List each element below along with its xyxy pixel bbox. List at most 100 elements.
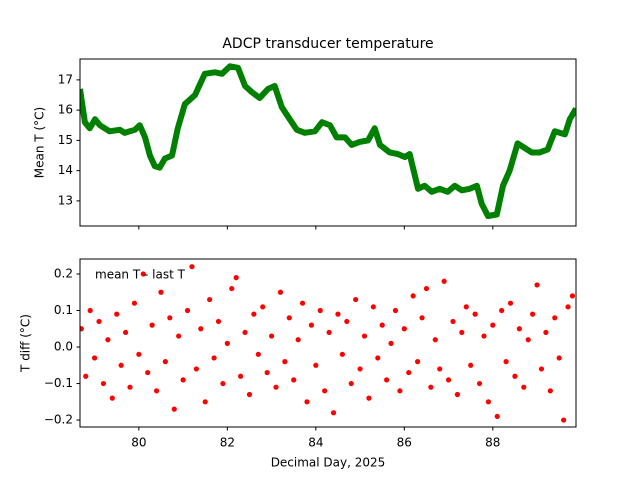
diff-point — [344, 318, 350, 325]
y-axis-label: Mean T (°C) — [33, 107, 47, 178]
diff-point — [140, 271, 146, 277]
diff-point — [468, 362, 474, 368]
diff-point — [114, 311, 120, 317]
x-tick-label: 88 — [485, 436, 500, 450]
diff-point — [459, 329, 465, 336]
diff-point — [153, 388, 160, 394]
diff-point — [198, 326, 204, 332]
diff-point — [565, 304, 571, 310]
diff-point — [273, 384, 279, 390]
diff-point — [136, 351, 142, 357]
diff-point — [423, 285, 430, 292]
diff-point — [569, 293, 576, 299]
y-axis-label: T diff (°C) — [19, 314, 33, 373]
diff-point — [105, 337, 111, 343]
diff-point — [441, 278, 447, 284]
diff-point — [87, 307, 93, 314]
diff-point — [282, 359, 288, 365]
diff-point — [401, 326, 407, 332]
diff-point — [552, 315, 558, 321]
diff-point — [215, 318, 222, 325]
diff-point — [379, 322, 385, 328]
diff-point — [92, 355, 98, 361]
diff-point — [392, 307, 399, 314]
x-axis-label: Decimal Day, 2025 — [271, 456, 386, 470]
diff-point — [304, 399, 310, 405]
diff-point — [313, 362, 319, 368]
diff-point — [207, 296, 213, 303]
diff-point — [335, 311, 341, 317]
diff-point — [472, 311, 478, 317]
diff-point — [202, 399, 208, 405]
diff-point — [410, 293, 416, 299]
diff-point — [326, 329, 332, 336]
diff-point — [339, 351, 345, 357]
y-tick-label: 14 — [58, 163, 73, 177]
diff-point — [229, 285, 235, 292]
diff-point — [330, 410, 337, 416]
diff-point — [516, 326, 522, 332]
y-tick-label: 0.1 — [54, 303, 73, 317]
diff-point — [100, 380, 107, 387]
x-tick-label: 86 — [397, 436, 412, 450]
diff-point — [171, 406, 177, 412]
diff-point — [454, 391, 461, 398]
chart-title: ADCP transducer temperature — [222, 36, 433, 52]
diff-point — [384, 377, 390, 383]
diff-point — [503, 359, 509, 365]
diff-point — [556, 355, 562, 361]
y-tick-label: 15 — [58, 133, 73, 147]
diff-point — [538, 366, 545, 372]
diff-point — [260, 304, 266, 310]
x-tick-label: 84 — [308, 436, 323, 450]
diff-point — [193, 366, 199, 372]
annotation: mean T - last T — [95, 268, 186, 282]
diff-point — [238, 373, 244, 379]
diff-point — [561, 417, 567, 423]
y-tick-label: −0.2 — [44, 413, 73, 427]
diff-point — [463, 304, 469, 310]
diff-point — [370, 304, 376, 310]
diff-point — [184, 307, 191, 314]
diff-point — [158, 289, 164, 295]
diff-point — [530, 311, 536, 317]
diff-point — [547, 388, 553, 394]
diff-point — [353, 296, 359, 303]
diff-point — [162, 359, 168, 365]
diff-point — [242, 329, 248, 336]
diff-point — [277, 289, 284, 295]
diff-point — [299, 300, 306, 306]
diff-point — [414, 359, 421, 365]
diff-point — [224, 340, 230, 346]
diff-point — [481, 333, 487, 339]
diff-point — [180, 377, 186, 383]
y-tick-label: 0.2 — [54, 266, 73, 280]
diff-point — [122, 329, 129, 336]
diff-point — [167, 315, 173, 321]
diff-point — [127, 384, 133, 390]
diff-point — [308, 322, 315, 328]
diff-point — [476, 380, 483, 387]
diff-point — [406, 369, 412, 376]
diff-point — [361, 333, 368, 339]
diff-point — [534, 282, 540, 288]
diff-point — [494, 413, 500, 420]
axes-frame — [79, 58, 577, 227]
diff-point — [83, 373, 89, 379]
y-tick-label: −0.1 — [44, 376, 73, 390]
diff-point — [419, 315, 425, 321]
diff-point — [490, 322, 496, 328]
diff-point — [507, 300, 514, 306]
y-tick-label: 16 — [58, 103, 73, 117]
diff-point — [80, 326, 84, 332]
diff-point — [251, 311, 257, 317]
x-tick-label: 80 — [131, 436, 146, 450]
diff-point — [521, 384, 527, 390]
diff-point — [149, 322, 155, 328]
diff-point — [109, 395, 115, 401]
diff-point — [317, 307, 323, 314]
diff-point — [437, 366, 443, 372]
temperature-line — [80, 63, 576, 220]
diff-point — [525, 337, 531, 343]
